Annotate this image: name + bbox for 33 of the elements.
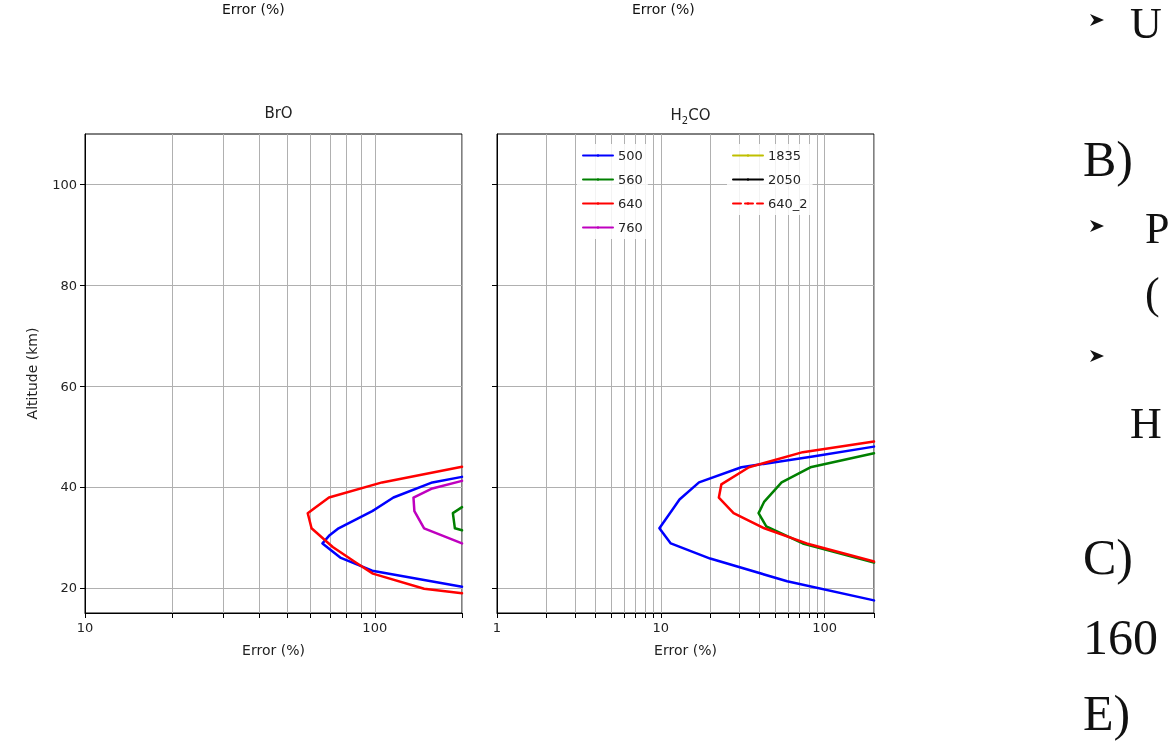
y-tick-label: 60 (60, 378, 77, 394)
legend-label: 1835 (768, 148, 802, 163)
line-series (451, 505, 464, 532)
x-axis-title: Error (%) (654, 642, 717, 658)
x-tick-label: 10 (652, 620, 670, 635)
legend-label: 560 (618, 172, 643, 187)
chart-title: BrO (264, 103, 293, 122)
text: B) (1083, 131, 1133, 187)
text: P (1145, 204, 1168, 254)
x-tick-label: 100 (362, 620, 388, 635)
text: Error (%) (632, 1, 695, 18)
text: H (1130, 399, 1162, 449)
y-tick-label: 20 (60, 580, 77, 596)
legend-label: 640 (618, 196, 643, 211)
x-tick-label: 1 (492, 620, 502, 635)
x-tick-label: 10 (76, 620, 94, 635)
x-axis-title: Error (%) (242, 642, 305, 658)
text: Error (%) (222, 1, 285, 18)
text: 160 (1083, 609, 1158, 665)
legend-label: 640_2 (768, 196, 808, 211)
legend-label: 760 (618, 220, 643, 235)
text: ( (1145, 269, 1160, 319)
legend-label: 2050 (768, 172, 802, 187)
y-tick-label: 80 (60, 277, 77, 293)
text: U (1130, 0, 1162, 49)
y-tick-label: 40 (60, 479, 77, 495)
line-series (412, 479, 464, 545)
y-tick-label: 100 (52, 176, 77, 192)
x-tick-label: 100 (812, 620, 838, 635)
legend-label: 500 (618, 148, 643, 163)
text: C) (1083, 529, 1133, 585)
y-axis-title: Altitude (km) (24, 327, 40, 420)
text: E) (1083, 685, 1131, 741)
